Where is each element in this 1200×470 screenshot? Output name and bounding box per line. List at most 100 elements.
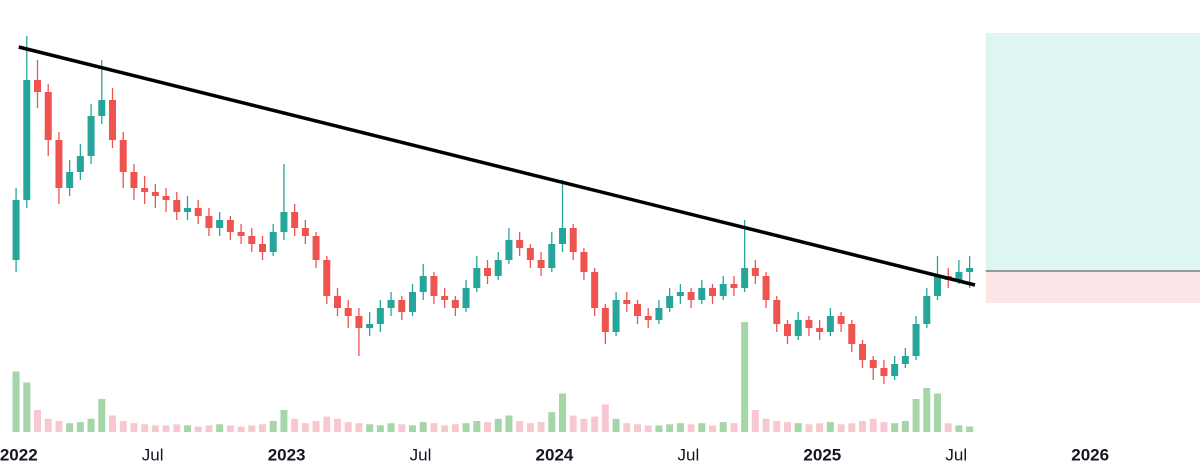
- volume-bar: [837, 424, 845, 432]
- volume-bar: [612, 418, 620, 432]
- candle-body: [601, 308, 609, 332]
- volume-bar: [462, 423, 470, 432]
- candle-body: [719, 284, 727, 296]
- candle-body: [955, 272, 963, 280]
- candle-body: [837, 316, 845, 324]
- candle-body: [34, 80, 41, 92]
- volume-bar: [355, 423, 363, 432]
- candle-body: [398, 300, 406, 312]
- candle-body: [141, 188, 149, 192]
- candle-body: [130, 172, 138, 188]
- volume-bar: [141, 424, 149, 432]
- candle-body: [184, 208, 191, 212]
- volume-bar: [76, 422, 84, 432]
- candle-body: [676, 292, 684, 296]
- volume-bar: [548, 412, 556, 432]
- volume-bar: [666, 424, 674, 432]
- volume-bar: [826, 422, 834, 432]
- candle-body: [816, 328, 824, 332]
- x-tick-label: 2022: [0, 445, 38, 464]
- volume-bar: [451, 424, 459, 432]
- volume-bar: [484, 422, 491, 432]
- volume-bar: [291, 418, 299, 432]
- candle-body: [794, 320, 802, 336]
- volume-bar: [516, 421, 524, 432]
- volume-bar: [901, 421, 909, 432]
- volume-bar: [312, 421, 320, 432]
- volume-bar: [409, 425, 416, 432]
- volume-bar: [794, 423, 802, 432]
- trendline: [18, 45, 976, 287]
- candle-body: [366, 324, 374, 328]
- x-tick-label: Jul: [410, 445, 432, 464]
- candle-body: [419, 276, 427, 292]
- candle-body: [248, 236, 256, 244]
- volume-bar: [98, 399, 106, 432]
- candle-body: [280, 212, 288, 232]
- candle-body: [76, 156, 84, 172]
- volume-bar: [366, 424, 374, 432]
- volume-bar: [151, 425, 159, 432]
- volume-bar: [173, 424, 181, 432]
- candle-body: [323, 260, 331, 296]
- volume-bar: [334, 418, 341, 432]
- candle-body: [194, 208, 202, 216]
- volume-bar: [430, 423, 438, 432]
- candle-body: [237, 232, 245, 236]
- volume-bar: [259, 424, 266, 432]
- candle-body: [44, 92, 52, 140]
- candle-body: [880, 368, 888, 376]
- candle-body: [409, 292, 416, 312]
- candle-body: [612, 300, 620, 332]
- candle-body: [569, 228, 577, 252]
- candle-body: [762, 276, 770, 300]
- candle-body: [484, 268, 491, 276]
- x-tick-label: 2025: [803, 445, 841, 464]
- volume-bar: [376, 425, 384, 432]
- candle-body: [687, 292, 695, 300]
- volume-bar: [859, 421, 866, 432]
- volume-bar: [526, 423, 534, 432]
- volume-bar: [205, 425, 213, 432]
- volume-bar: [55, 421, 63, 432]
- candle-body: [644, 316, 652, 320]
- candle-body: [462, 288, 470, 308]
- volume-bar: [87, 418, 95, 432]
- candle-body: [923, 296, 931, 324]
- candle-body: [505, 240, 513, 260]
- candle-body: [805, 320, 813, 328]
- volume-bar: [687, 424, 695, 432]
- candle-body: [473, 268, 481, 288]
- candle-body: [966, 268, 974, 272]
- volume-bar: [762, 418, 770, 432]
- candle-body: [151, 192, 159, 196]
- candle-body: [934, 276, 941, 296]
- candle-body: [891, 364, 899, 376]
- candle-body: [344, 308, 352, 316]
- candle-body: [312, 236, 320, 260]
- volume-bar: [473, 421, 481, 432]
- candle-body: [162, 196, 170, 200]
- candle-body: [355, 316, 363, 328]
- x-tick-label: Jul: [142, 445, 164, 464]
- volume-bar: [162, 425, 170, 432]
- candle-body: [869, 360, 877, 368]
- volume-bar: [880, 422, 888, 432]
- candle-body: [901, 356, 909, 364]
- candle-body: [98, 100, 106, 116]
- candle-body: [591, 272, 599, 308]
- volume-bar: [537, 422, 545, 432]
- candle-body: [269, 232, 277, 252]
- candle-body: [109, 100, 116, 140]
- x-tick-label: 2023: [268, 445, 306, 464]
- candle-body: [912, 324, 920, 356]
- x-tick-label: 2024: [536, 445, 574, 464]
- volume-bar: [301, 423, 309, 432]
- candle-body: [216, 220, 224, 228]
- volume-bar: [644, 425, 652, 432]
- volume-bar: [398, 424, 406, 432]
- candle-body: [773, 300, 781, 324]
- candle-body: [826, 316, 834, 332]
- candle-body: [859, 344, 866, 360]
